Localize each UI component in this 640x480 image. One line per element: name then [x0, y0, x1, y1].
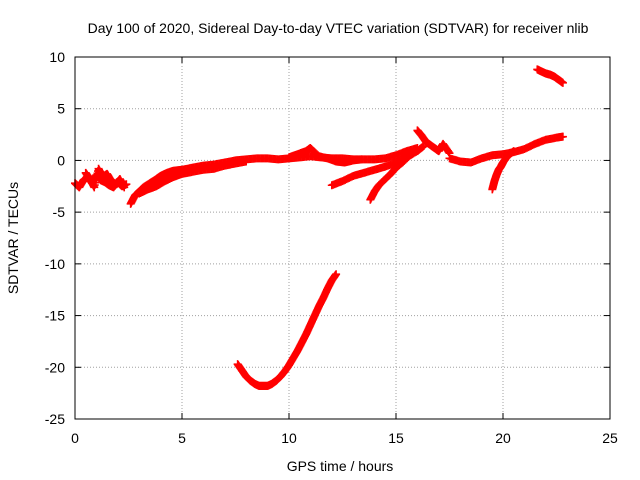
data-point	[558, 132, 567, 141]
y-axis-label: SDTVAR / TECUs	[5, 182, 21, 294]
axis-ticks: 0 5 10 15 20 25 -25 -20 -15 -10 -5 0 5 10	[45, 49, 618, 446]
grid-lines	[75, 57, 610, 419]
data-points	[71, 65, 567, 390]
x-axis-label: GPS time / hours	[287, 458, 394, 474]
series-arc-rise-2	[366, 146, 422, 204]
series-arc-mid	[285, 144, 366, 167]
data-point	[413, 146, 422, 155]
data-point	[444, 148, 453, 157]
data-point	[558, 78, 567, 87]
chart-title: Day 100 of 2020, Sidereal Day-to-day VTE…	[88, 20, 589, 36]
data-point	[332, 270, 341, 279]
data-point	[509, 147, 518, 156]
y-tick-label: -15	[45, 308, 65, 324]
series-arc-peak	[413, 126, 454, 158]
x-tick-label: 10	[281, 430, 297, 446]
y-tick-label: -10	[45, 256, 65, 272]
series-arc-early-b	[81, 164, 129, 192]
series-arc-main	[126, 144, 422, 208]
y-tick-label: -5	[53, 204, 66, 220]
y-tick-label: -20	[45, 359, 65, 375]
x-tick-label: 15	[388, 430, 404, 446]
y-tick-label: 5	[57, 101, 65, 117]
plot-frame	[74, 56, 611, 420]
series-arc-main-lower	[135, 157, 251, 198]
x-tick-label: 0	[71, 430, 79, 446]
series-arc-late	[445, 132, 567, 167]
y-tick-label: -25	[45, 411, 65, 427]
x-tick-label: 20	[495, 430, 511, 446]
data-point	[357, 155, 366, 164]
data-point	[120, 183, 129, 192]
x-tick-label: 5	[178, 430, 186, 446]
y-tick-label: 0	[57, 152, 65, 168]
series-arc-rise-1	[327, 141, 428, 190]
series-arc-high	[533, 65, 567, 87]
y-tick-label: 10	[49, 49, 65, 65]
series-arc-drop	[488, 147, 518, 194]
x-tick-label: 25	[602, 430, 618, 446]
series-arc-low	[233, 270, 341, 390]
data-point	[242, 157, 251, 166]
